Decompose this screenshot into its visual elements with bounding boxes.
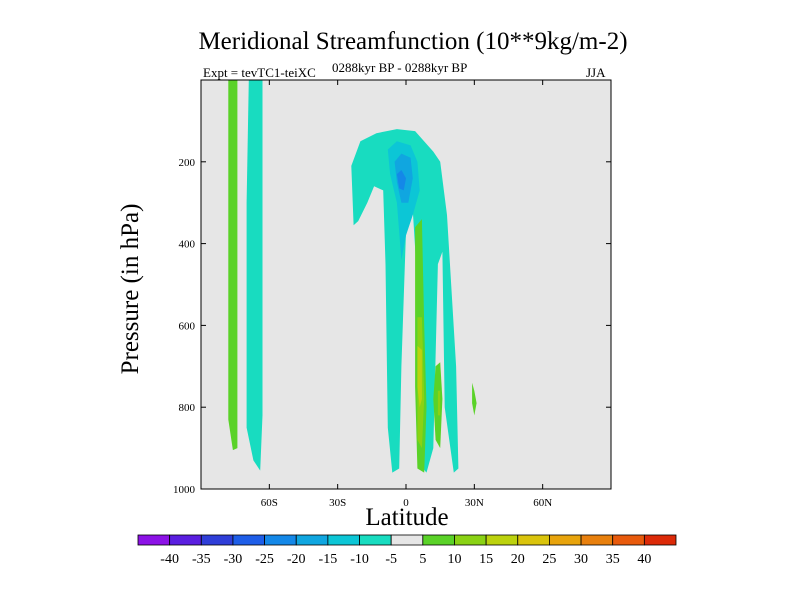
colorbar-label-15: 40	[637, 552, 651, 567]
colorbar-label-10: 15	[479, 552, 493, 567]
colorbar-swatch-11	[485, 534, 519, 546]
colorbar-swatch-5	[295, 534, 329, 546]
contour-region-0	[228, 80, 238, 451]
contour-region-5	[494, 288, 498, 309]
colorbar-swatch-0	[137, 534, 171, 546]
x-tick-label-4: 60N	[533, 497, 552, 509]
colorbar: -40 -35 -30 -25 -20 -15 -10 -5 5 10 15 20 25 30 35 40	[137, 534, 677, 567]
contour-region-6	[351, 129, 459, 473]
colorbar-label-6: -10	[350, 552, 369, 567]
colorbar-label-11: 20	[511, 552, 525, 567]
colorbar-label-1: -35	[192, 552, 211, 567]
colorbar-swatch-16	[643, 534, 677, 546]
colorbar-swatch-6	[327, 534, 360, 546]
contour-region-14	[437, 390, 441, 416]
y-tick-label-4: 1000	[173, 484, 196, 496]
colorbar-swatch-8	[390, 534, 424, 546]
colorbar-swatch-13	[549, 534, 582, 546]
colorbar-label-12: 25	[542, 552, 556, 567]
colorbar-swatch-1	[169, 534, 202, 546]
colorbar-label-4: -20	[287, 552, 306, 567]
contour-region-1	[246, 80, 263, 471]
colorbar-label-2: -30	[224, 552, 243, 567]
contour-region-15	[472, 382, 477, 416]
y-tick-label-1: 400	[179, 239, 196, 251]
contour-region-4	[485, 137, 491, 220]
colorbar-label-7: -5	[385, 552, 397, 567]
x-tick-label-3: 30N	[465, 497, 484, 509]
contour-region-12	[417, 345, 422, 408]
colorbar-swatch-12	[517, 534, 550, 546]
x-tick-label-2: 0	[403, 497, 409, 509]
colorbar-swatch-4	[264, 534, 297, 546]
colorbar-label-3: -25	[255, 552, 274, 567]
x-tick-label-0: 60S	[261, 497, 278, 509]
x-tick-label-1: 30S	[329, 497, 346, 509]
colorbar-swatch-15	[612, 534, 645, 546]
colorbar-label-8: 5	[419, 552, 426, 567]
colorbar-label-13: 30	[574, 552, 588, 567]
season-label: JJA	[586, 65, 606, 80]
chart-title: Meridional Streamfunction (10**9kg/m-2)	[198, 28, 628, 55]
contour-region-2	[453, 80, 461, 162]
contour-region-3	[485, 80, 488, 99]
y-tick-label-0: 200	[179, 157, 196, 169]
y-tick-label-3: 800	[179, 402, 196, 414]
colorbar-swatch-3	[232, 534, 265, 546]
colorbar-label-5: -15	[319, 552, 338, 567]
colorbar-swatch-14	[580, 534, 614, 546]
axis-ticks: 60S 30S 0 30N 60N 200 400 600 800 1000	[173, 80, 611, 509]
colorbar-label-14: 35	[606, 552, 620, 567]
y-tick-label-2: 600	[179, 320, 196, 332]
contour-region-9	[396, 170, 406, 191]
period-label: 0288kyr BP - 0288kyr BP	[332, 60, 468, 75]
experiment-label: Expt = tevTC1-teiXC	[203, 65, 316, 80]
colorbar-swatch-2	[200, 534, 234, 546]
contour-regions	[228, 80, 498, 473]
colorbar-label-0: -40	[160, 552, 179, 567]
contour-region-13	[433, 362, 443, 449]
colorbar-swatch-7	[359, 534, 392, 546]
colorbar-swatch-9	[422, 534, 455, 546]
colorbar-label-9: 10	[447, 552, 461, 567]
colorbar-swatch-10	[454, 534, 487, 546]
x-axis-label: Latitude	[365, 504, 449, 531]
